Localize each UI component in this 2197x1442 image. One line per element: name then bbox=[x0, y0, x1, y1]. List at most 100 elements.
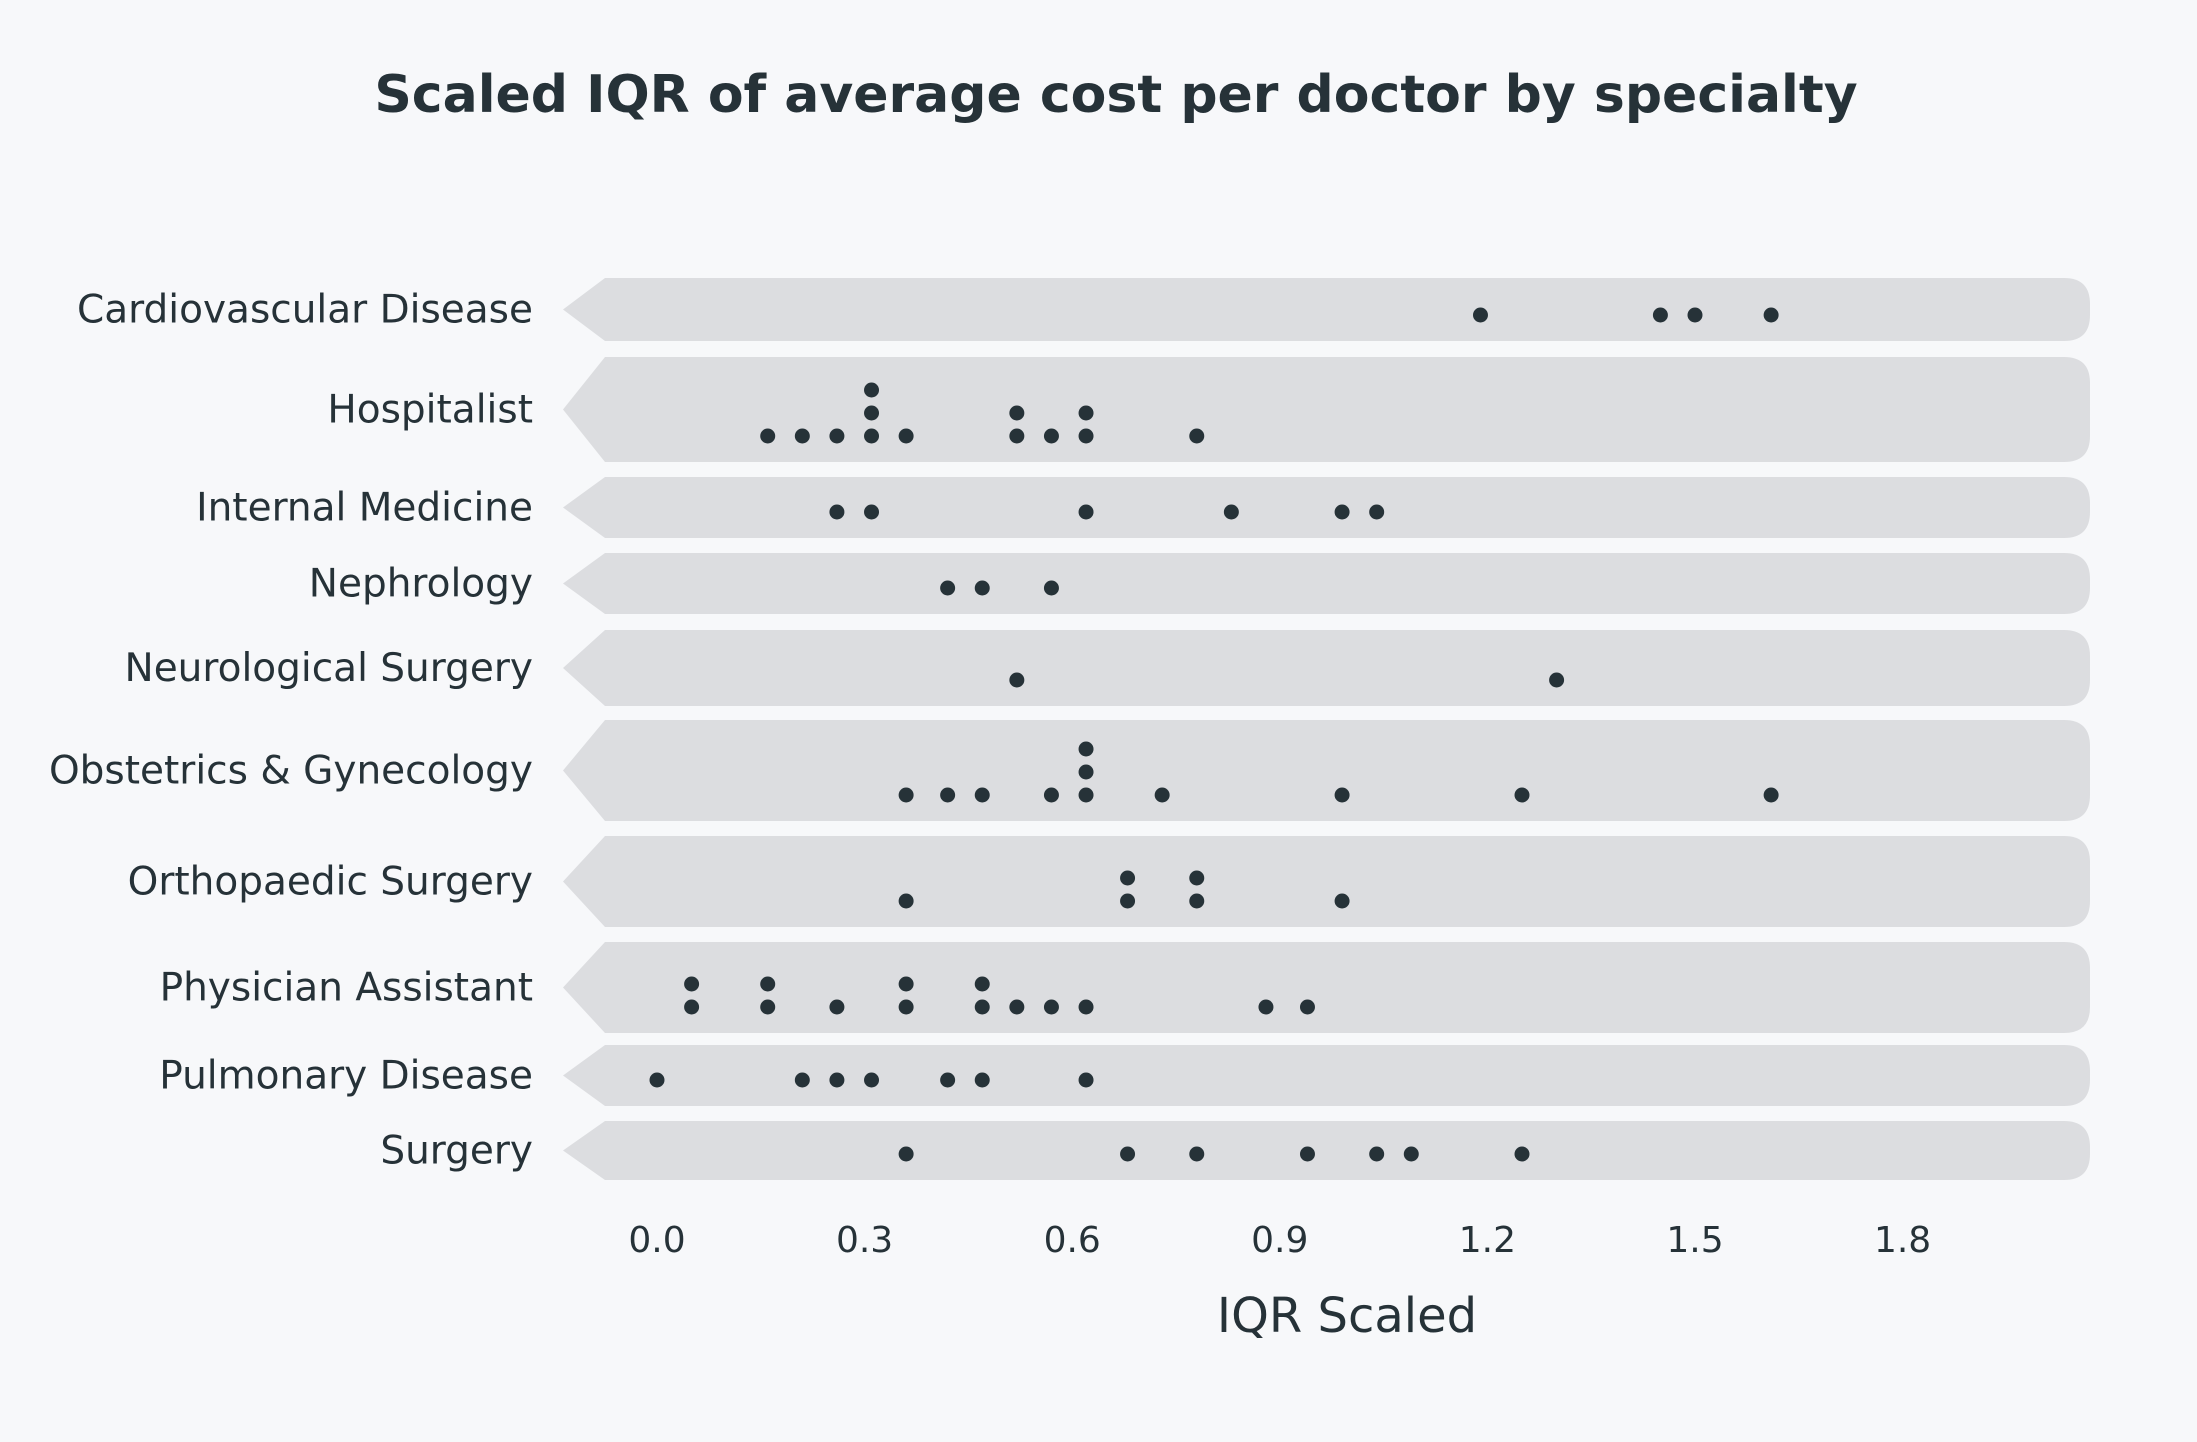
x-tick-label: 0.3 bbox=[836, 1220, 893, 1261]
data-point bbox=[684, 976, 700, 992]
category-label: Surgery bbox=[380, 1129, 533, 1174]
category-labels: Cardiovascular Disease Hospitalist Interna… bbox=[49, 288, 533, 1174]
category-label: Pulmonary Disease bbox=[159, 1054, 533, 1099]
category-label: Nephrology bbox=[309, 562, 533, 607]
category-band bbox=[563, 836, 2090, 927]
chart-title: Scaled IQR of average cost per doctor by… bbox=[374, 65, 1857, 125]
data-point bbox=[1258, 999, 1274, 1015]
category-band bbox=[563, 553, 2090, 614]
data-point bbox=[829, 428, 845, 444]
data-point bbox=[940, 1072, 956, 1088]
data-point bbox=[1223, 504, 1239, 520]
data-point bbox=[1120, 1146, 1136, 1162]
data-point bbox=[1078, 1072, 1094, 1088]
data-point bbox=[1763, 307, 1779, 323]
category-label: Orthopaedic Surgery bbox=[128, 860, 533, 905]
data-point bbox=[1120, 870, 1136, 886]
category-label: Internal Medicine bbox=[196, 486, 533, 531]
data-point bbox=[1043, 428, 1059, 444]
data-point bbox=[1369, 1146, 1385, 1162]
data-point bbox=[794, 428, 810, 444]
x-tick-label: 0.0 bbox=[628, 1220, 685, 1261]
data-point bbox=[1549, 672, 1565, 688]
data-point bbox=[1189, 893, 1205, 909]
data-point bbox=[974, 999, 990, 1015]
data-point bbox=[864, 405, 880, 421]
data-point bbox=[649, 1072, 665, 1088]
data-point bbox=[1078, 428, 1094, 444]
data-point bbox=[898, 999, 914, 1015]
x-tick-label: 1.2 bbox=[1459, 1220, 1516, 1261]
data-point bbox=[1189, 1146, 1205, 1162]
data-point bbox=[1043, 999, 1059, 1015]
data-point bbox=[898, 428, 914, 444]
data-point bbox=[1043, 580, 1059, 596]
data-point bbox=[1763, 787, 1779, 803]
category-label: Neurological Surgery bbox=[125, 646, 533, 691]
data-point bbox=[1009, 672, 1025, 688]
data-point bbox=[760, 976, 776, 992]
data-point bbox=[898, 976, 914, 992]
x-tick-label: 0.9 bbox=[1251, 1220, 1308, 1261]
x-axis-title: IQR Scaled bbox=[1217, 1288, 1477, 1344]
data-point bbox=[1472, 307, 1488, 323]
data-point bbox=[1043, 787, 1059, 803]
data-point bbox=[1009, 405, 1025, 421]
data-point bbox=[1078, 999, 1094, 1015]
category-band bbox=[563, 630, 2090, 706]
data-point bbox=[760, 428, 776, 444]
data-point bbox=[829, 999, 845, 1015]
data-point bbox=[1078, 764, 1094, 780]
x-tick-label: 0.6 bbox=[1044, 1220, 1101, 1261]
data-point bbox=[829, 1072, 845, 1088]
category-band bbox=[563, 278, 2090, 341]
data-point bbox=[864, 428, 880, 444]
data-point bbox=[1334, 787, 1350, 803]
category-band bbox=[563, 1045, 2090, 1106]
data-point bbox=[1078, 504, 1094, 520]
data-point bbox=[684, 999, 700, 1015]
x-axis-ticks: 0.0 0.3 0.6 0.9 1.2 1.5 1.8 bbox=[628, 1220, 1931, 1261]
category-label: Obstetrics & Gynecology bbox=[49, 749, 533, 794]
data-point bbox=[760, 999, 776, 1015]
data-point bbox=[1078, 405, 1094, 421]
data-point bbox=[974, 1072, 990, 1088]
data-point bbox=[1078, 741, 1094, 757]
data-point bbox=[1369, 504, 1385, 520]
data-point bbox=[1299, 1146, 1315, 1162]
data-point bbox=[1334, 893, 1350, 909]
data-point bbox=[864, 504, 880, 520]
category-label: Hospitalist bbox=[327, 388, 533, 433]
data-point bbox=[1334, 504, 1350, 520]
data-point bbox=[1687, 307, 1703, 323]
data-point bbox=[1189, 428, 1205, 444]
category-band bbox=[563, 1121, 2090, 1180]
data-point bbox=[1514, 787, 1530, 803]
data-point bbox=[864, 382, 880, 398]
data-point bbox=[829, 504, 845, 520]
data-point bbox=[1078, 787, 1094, 803]
data-points bbox=[649, 307, 1779, 1162]
data-point bbox=[1009, 999, 1025, 1015]
data-point bbox=[898, 893, 914, 909]
data-point bbox=[1299, 999, 1315, 1015]
category-band bbox=[563, 720, 2090, 821]
data-point bbox=[1154, 787, 1170, 803]
data-point bbox=[974, 976, 990, 992]
data-point bbox=[940, 787, 956, 803]
data-point bbox=[1009, 428, 1025, 444]
x-tick-label: 1.8 bbox=[1874, 1220, 1931, 1261]
data-point bbox=[1189, 870, 1205, 886]
category-band bbox=[563, 477, 2090, 538]
data-point bbox=[898, 787, 914, 803]
data-point bbox=[1514, 1146, 1530, 1162]
data-point bbox=[974, 787, 990, 803]
data-point bbox=[898, 1146, 914, 1162]
data-point bbox=[864, 1072, 880, 1088]
category-label: Physician Assistant bbox=[160, 966, 533, 1011]
category-band bbox=[563, 942, 2090, 1033]
data-point bbox=[940, 580, 956, 596]
data-point bbox=[1403, 1146, 1419, 1162]
data-point bbox=[794, 1072, 810, 1088]
